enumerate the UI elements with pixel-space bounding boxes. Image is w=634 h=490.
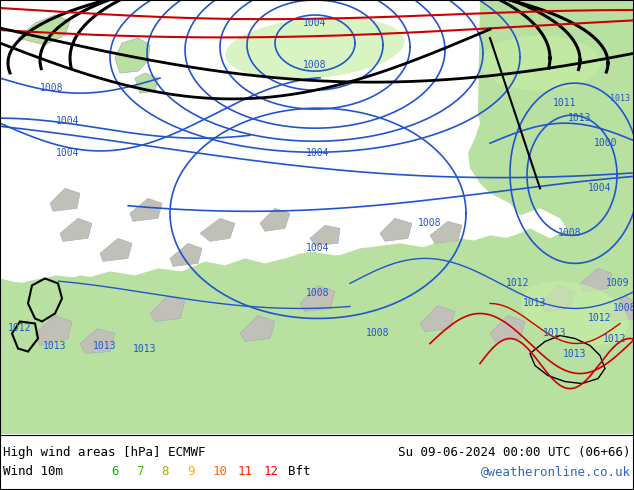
Polygon shape bbox=[130, 198, 162, 221]
Polygon shape bbox=[150, 295, 185, 321]
Text: 9: 9 bbox=[187, 465, 195, 478]
Text: 10: 10 bbox=[212, 465, 228, 478]
Polygon shape bbox=[0, 228, 634, 439]
Text: 1008: 1008 bbox=[306, 289, 330, 298]
Text: 1008: 1008 bbox=[613, 303, 634, 314]
Text: 1008: 1008 bbox=[40, 83, 64, 93]
Text: 1009: 1009 bbox=[606, 278, 630, 289]
Polygon shape bbox=[100, 238, 132, 261]
Text: 1012: 1012 bbox=[507, 278, 530, 289]
Ellipse shape bbox=[480, 36, 600, 91]
Text: High wind areas [hPa] ECMWF: High wind areas [hPa] ECMWF bbox=[3, 446, 205, 459]
Polygon shape bbox=[490, 316, 525, 342]
Polygon shape bbox=[0, 223, 634, 434]
Text: 1013: 1013 bbox=[133, 343, 157, 353]
Text: 1004: 1004 bbox=[303, 18, 327, 28]
Text: 1013: 1013 bbox=[543, 328, 567, 339]
Text: 1012: 1012 bbox=[588, 314, 612, 323]
Polygon shape bbox=[135, 73, 158, 93]
Ellipse shape bbox=[521, 281, 629, 346]
Polygon shape bbox=[170, 244, 202, 267]
Text: 12: 12 bbox=[263, 465, 278, 478]
Ellipse shape bbox=[225, 17, 404, 79]
Polygon shape bbox=[50, 188, 80, 211]
Polygon shape bbox=[80, 328, 115, 353]
Text: Su 09-06-2024 00:00 UTC (06+66): Su 09-06-2024 00:00 UTC (06+66) bbox=[398, 446, 631, 459]
Text: 6: 6 bbox=[111, 465, 119, 478]
Polygon shape bbox=[200, 219, 235, 242]
Polygon shape bbox=[35, 316, 72, 345]
Polygon shape bbox=[580, 269, 612, 292]
Text: 1013: 1013 bbox=[43, 341, 67, 350]
Text: 1013: 1013 bbox=[523, 298, 547, 308]
Polygon shape bbox=[610, 295, 634, 321]
Text: 1011: 1011 bbox=[553, 98, 577, 108]
Text: 1012: 1012 bbox=[8, 323, 32, 334]
Text: 1008: 1008 bbox=[303, 60, 327, 70]
Polygon shape bbox=[260, 208, 290, 231]
Text: 1008: 1008 bbox=[559, 228, 582, 238]
Polygon shape bbox=[488, 0, 634, 238]
Text: 8: 8 bbox=[162, 465, 169, 478]
Text: 7: 7 bbox=[136, 465, 144, 478]
Polygon shape bbox=[540, 286, 575, 312]
Polygon shape bbox=[18, 15, 70, 45]
Polygon shape bbox=[380, 219, 412, 242]
Polygon shape bbox=[300, 286, 335, 312]
Text: 1004: 1004 bbox=[56, 148, 80, 158]
Text: 11: 11 bbox=[238, 465, 253, 478]
Text: 1008: 1008 bbox=[418, 219, 442, 228]
Text: 1004: 1004 bbox=[588, 183, 612, 193]
Text: 1013: 1013 bbox=[610, 94, 630, 102]
Polygon shape bbox=[240, 316, 275, 342]
Text: 1000: 1000 bbox=[594, 138, 618, 148]
Text: 1004: 1004 bbox=[56, 116, 80, 126]
Polygon shape bbox=[420, 305, 455, 332]
Text: @weatheronline.co.uk: @weatheronline.co.uk bbox=[481, 465, 631, 478]
Text: 1004: 1004 bbox=[306, 244, 330, 253]
Polygon shape bbox=[60, 219, 92, 242]
Text: 1012: 1012 bbox=[603, 334, 627, 343]
Text: 1013: 1013 bbox=[93, 341, 117, 350]
Text: Wind 10m: Wind 10m bbox=[3, 465, 63, 478]
Text: 1004: 1004 bbox=[306, 148, 330, 158]
Text: Bft: Bft bbox=[288, 465, 311, 478]
Text: 1008: 1008 bbox=[366, 328, 390, 339]
Polygon shape bbox=[310, 225, 340, 245]
Polygon shape bbox=[115, 38, 150, 73]
Polygon shape bbox=[530, 336, 605, 384]
Text: 1013: 1013 bbox=[563, 348, 586, 359]
Polygon shape bbox=[430, 221, 462, 244]
Polygon shape bbox=[468, 0, 634, 233]
Text: 1013: 1013 bbox=[568, 113, 592, 123]
